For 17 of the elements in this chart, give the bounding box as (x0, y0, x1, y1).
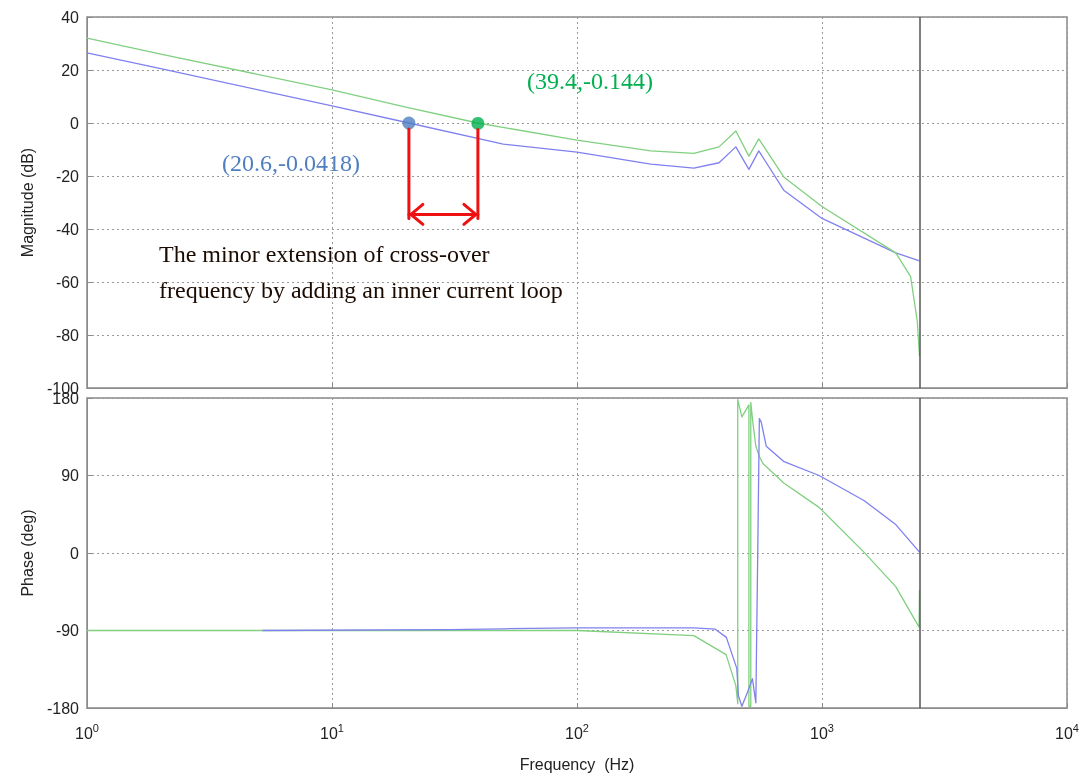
annotation: (39.4,-0.144) (526, 68, 653, 95)
y-tick-label: 90 (61, 467, 80, 484)
y-tick-label: 40 (61, 8, 80, 26)
y-tick-label: 0 (70, 114, 80, 132)
y-tick-label: -180 (46, 699, 80, 717)
y-tick-label: -40 (55, 220, 80, 238)
y-axis-title: Magnitude (dB) (18, 147, 36, 258)
y-tick-label: 0 (70, 544, 80, 562)
y-tick-label: -20 (55, 167, 80, 185)
y-tick-label: -90 (55, 622, 80, 639)
y-tick-label: 20 (61, 61, 80, 79)
y-tick-label: -60 (55, 273, 80, 291)
x-axis-title: Frequency (Hz) (519, 755, 635, 773)
y-axis-title: Phase (deg) (18, 509, 36, 597)
y-tick-label: -80 (55, 326, 80, 344)
annotation: The minor extension of cross-over frequency by adding an inner current loop (159, 241, 563, 303)
annotation: (20.6,-0.0418) (221, 150, 360, 177)
